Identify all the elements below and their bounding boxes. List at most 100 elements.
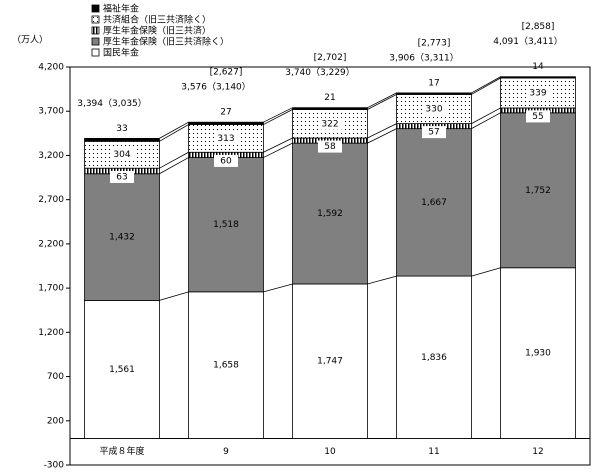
bar-segment — [396, 128, 472, 277]
bracket-label: [2,858] — [522, 22, 555, 32]
value-label: 1,518 — [213, 220, 239, 230]
label-bg — [318, 117, 342, 130]
label-bg — [526, 86, 550, 99]
value-label: 60 — [220, 156, 232, 166]
connector — [471, 77, 501, 95]
value-label: 1,658 — [213, 361, 239, 371]
bracket-label: [2,773] — [418, 38, 451, 48]
connector — [159, 291, 189, 301]
bar-segment — [188, 121, 264, 125]
connector — [263, 109, 293, 125]
connector — [471, 267, 501, 277]
label-bg — [214, 154, 238, 167]
value-label: 14 — [532, 62, 544, 72]
connector — [471, 112, 501, 129]
bar-segment — [396, 92, 472, 95]
value-label: 1,930 — [525, 349, 551, 359]
x-tick-label: 12 — [532, 447, 543, 457]
bar-segment — [396, 275, 472, 439]
legend-swatch — [91, 48, 100, 57]
legend-swatch — [91, 37, 100, 46]
value-label: 339 — [529, 88, 546, 98]
label-bg — [110, 170, 134, 183]
y-tick-label: 2,700 — [38, 195, 64, 205]
value-label: 1,561 — [109, 365, 135, 375]
y-tick-label: 1,700 — [38, 284, 64, 294]
value-label: 58 — [324, 142, 336, 152]
bar-segment — [84, 137, 160, 142]
bar-segment — [500, 267, 576, 439]
value-label: 1,836 — [421, 353, 447, 363]
connector — [263, 107, 293, 123]
y-tick-label: 200 — [47, 416, 64, 426]
y-tick-label: 3,200 — [38, 151, 64, 161]
connector — [263, 137, 293, 153]
value-label: 313 — [217, 134, 234, 144]
total-label: 3,576（3,140） — [181, 82, 251, 93]
value-label: 57 — [428, 128, 439, 138]
legend-label: 国民年金 — [103, 47, 139, 59]
bar-segment — [188, 157, 264, 293]
total-label: 3,906（3,311） — [389, 52, 459, 63]
connector — [367, 128, 397, 144]
y-tick-label: 2,200 — [38, 239, 64, 249]
connector — [367, 275, 397, 285]
legend-swatch — [91, 26, 100, 35]
value-label: 1,592 — [317, 209, 343, 219]
connector — [159, 157, 189, 175]
x-tick-label: 平成８年度 — [99, 445, 144, 457]
bar-segment — [188, 291, 264, 439]
bracket-label: [2,702] — [314, 53, 347, 63]
bar-segment — [500, 76, 576, 79]
connector — [159, 124, 189, 142]
value-label: 33 — [116, 124, 127, 134]
value-label: 1,752 — [525, 186, 551, 196]
legend-label: 共済組合（旧三共済除く） — [103, 14, 211, 26]
legend-label: 厚生年金保険（旧三共済） — [103, 25, 211, 37]
total-label: 4,091（3,411） — [493, 36, 563, 47]
bar-segment — [84, 173, 160, 301]
value-label: 1,747 — [317, 357, 343, 367]
legend-swatch — [91, 4, 100, 13]
value-label: 304 — [113, 150, 130, 160]
y-tick-label: -300 — [44, 461, 65, 471]
bracket-label: [2,627] — [210, 68, 243, 78]
value-label: 63 — [116, 172, 127, 182]
label-bg — [526, 110, 550, 123]
connector — [159, 121, 189, 139]
value-label: 1,432 — [109, 233, 135, 243]
connector — [159, 151, 189, 169]
legend-swatch — [91, 15, 100, 24]
connector — [263, 283, 293, 293]
total-label: 3,394（3,035） — [77, 98, 147, 109]
connector — [367, 94, 397, 110]
total-label: 3,740（3,229） — [285, 67, 355, 78]
value-label: 55 — [532, 112, 543, 122]
y-axis-label: （万人） — [12, 35, 48, 46]
x-tick-label: 10 — [324, 447, 336, 457]
value-label: 27 — [220, 108, 231, 118]
bar-segment — [292, 107, 368, 110]
y-tick-label: 4,200 — [38, 63, 64, 73]
connector — [367, 123, 397, 139]
connector — [367, 92, 397, 109]
plot-frame — [69, 66, 591, 466]
label-bg — [214, 132, 238, 145]
bar-segment — [84, 300, 160, 439]
x-tick-label: 9 — [223, 447, 229, 457]
value-label: 1,667 — [421, 198, 447, 208]
label-bg — [422, 103, 446, 116]
value-label: 21 — [324, 93, 335, 103]
value-label: 322 — [321, 119, 338, 129]
legend-label: 福祉年金 — [103, 3, 139, 15]
value-label: 17 — [428, 78, 439, 88]
bar-segment — [500, 112, 576, 269]
bar-segment — [292, 283, 368, 439]
connector — [471, 76, 501, 94]
connector — [263, 142, 293, 158]
value-label: 330 — [425, 105, 442, 115]
label-bg — [110, 148, 134, 161]
y-tick-label: 700 — [47, 372, 64, 382]
label-bg — [422, 126, 446, 139]
